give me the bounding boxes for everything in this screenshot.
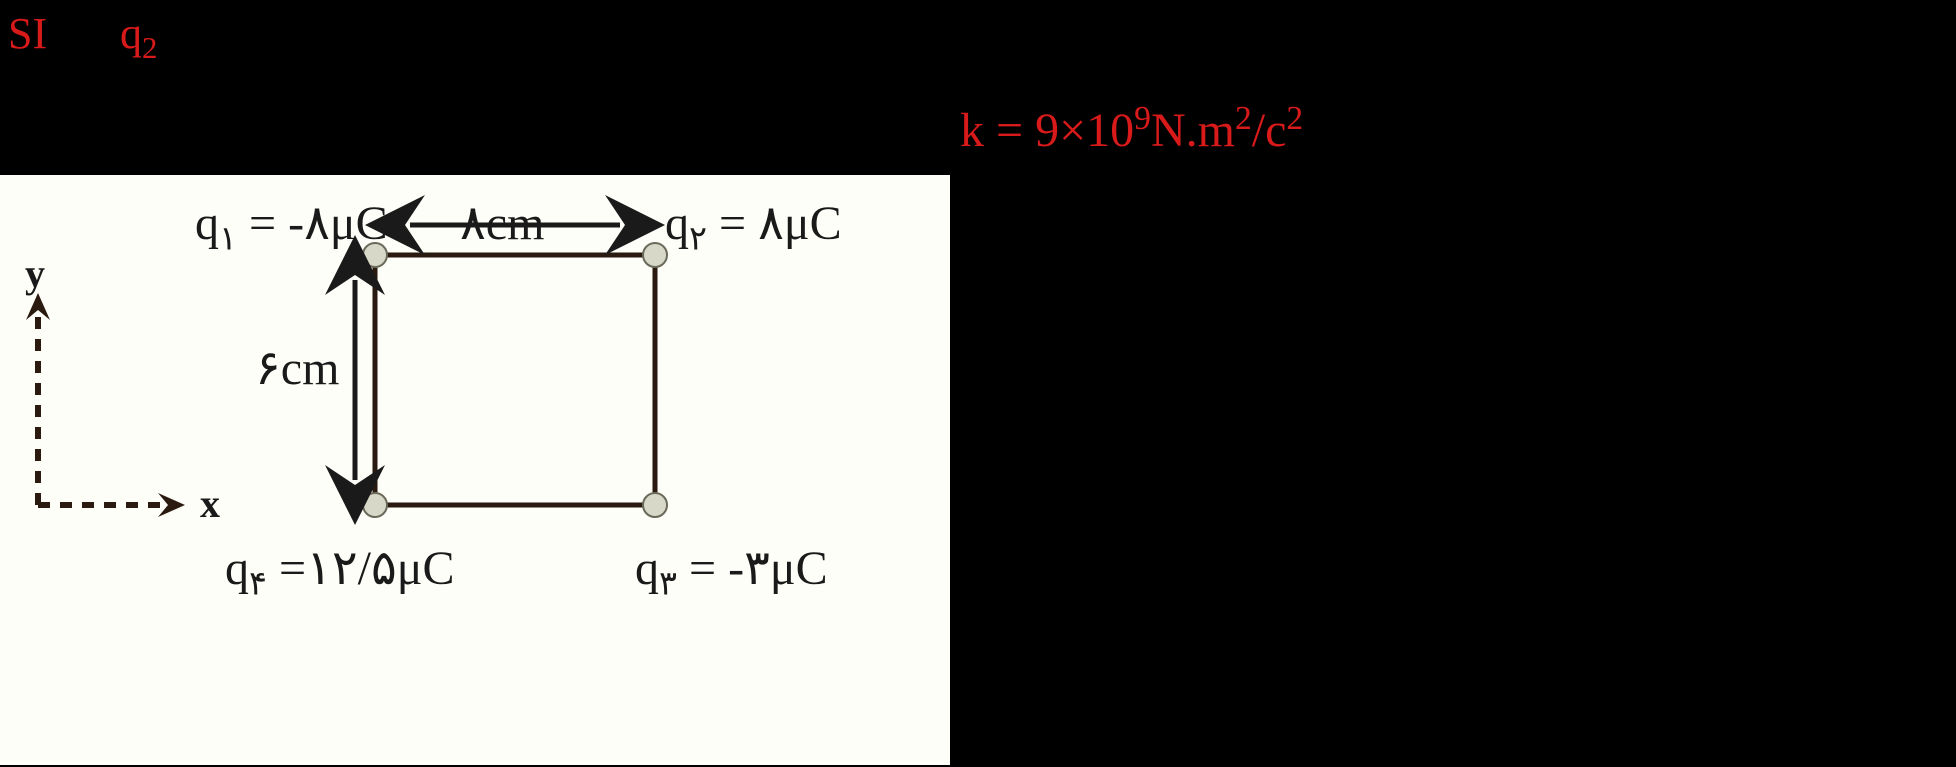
k-exp: 9 <box>1134 100 1151 137</box>
q4-sub: ۴ <box>249 566 267 603</box>
q3-prefix: q <box>635 542 659 595</box>
q1-val: = -۸μC <box>249 197 388 250</box>
k-mid: N.m <box>1151 104 1235 157</box>
charge-rectangle <box>375 255 655 505</box>
q4-label: q۴ =۱۲/۵μC <box>225 540 455 604</box>
si-label: SI <box>8 8 47 59</box>
q2-sub: ۲ <box>689 221 707 258</box>
k-sup1: 2 <box>1235 100 1252 137</box>
q2-prefix: q <box>665 197 689 250</box>
charge-q3-node <box>643 493 667 517</box>
q3-label: q۳ = -۳μC <box>635 540 828 604</box>
y-axis-label: y <box>25 250 45 297</box>
k-slash: /c <box>1252 104 1287 157</box>
coulomb-constant-formula: k = 9×109N.m2/c2 <box>960 100 1303 158</box>
diagram-svg <box>0 175 950 765</box>
x-axis-label: x <box>200 480 220 527</box>
coordinate-axes <box>26 293 185 517</box>
q2-val: = ۸μC <box>719 197 842 250</box>
q1-prefix: q <box>195 197 219 250</box>
q1-sub: ۱ <box>219 221 237 258</box>
q2-charge-label: q۲ = ۸μC <box>665 195 842 259</box>
height-label: ۶cm <box>255 340 339 396</box>
physics-diagram: y x ۸cm ۶cm q۱ = -۸μC q۲ = ۸μC q۳ = -۳μC… <box>0 175 950 765</box>
k-prefix: k = 9×10 <box>960 104 1134 157</box>
q4-prefix: q <box>225 542 249 595</box>
width-label: ۸cm <box>460 195 544 251</box>
q2-label: q2 <box>120 8 157 66</box>
q3-val: = -۳μC <box>689 542 828 595</box>
q2-sub: 2 <box>142 31 157 65</box>
charge-q2-node <box>643 243 667 267</box>
q2-text: q <box>120 9 142 58</box>
k-sup2: 2 <box>1286 100 1303 137</box>
q4-val: =۱۲/۵μC <box>279 542 455 595</box>
charge-q4-node <box>363 493 387 517</box>
q1-label: q۱ = -۸μC <box>195 195 388 259</box>
q3-sub: ۳ <box>659 566 677 603</box>
